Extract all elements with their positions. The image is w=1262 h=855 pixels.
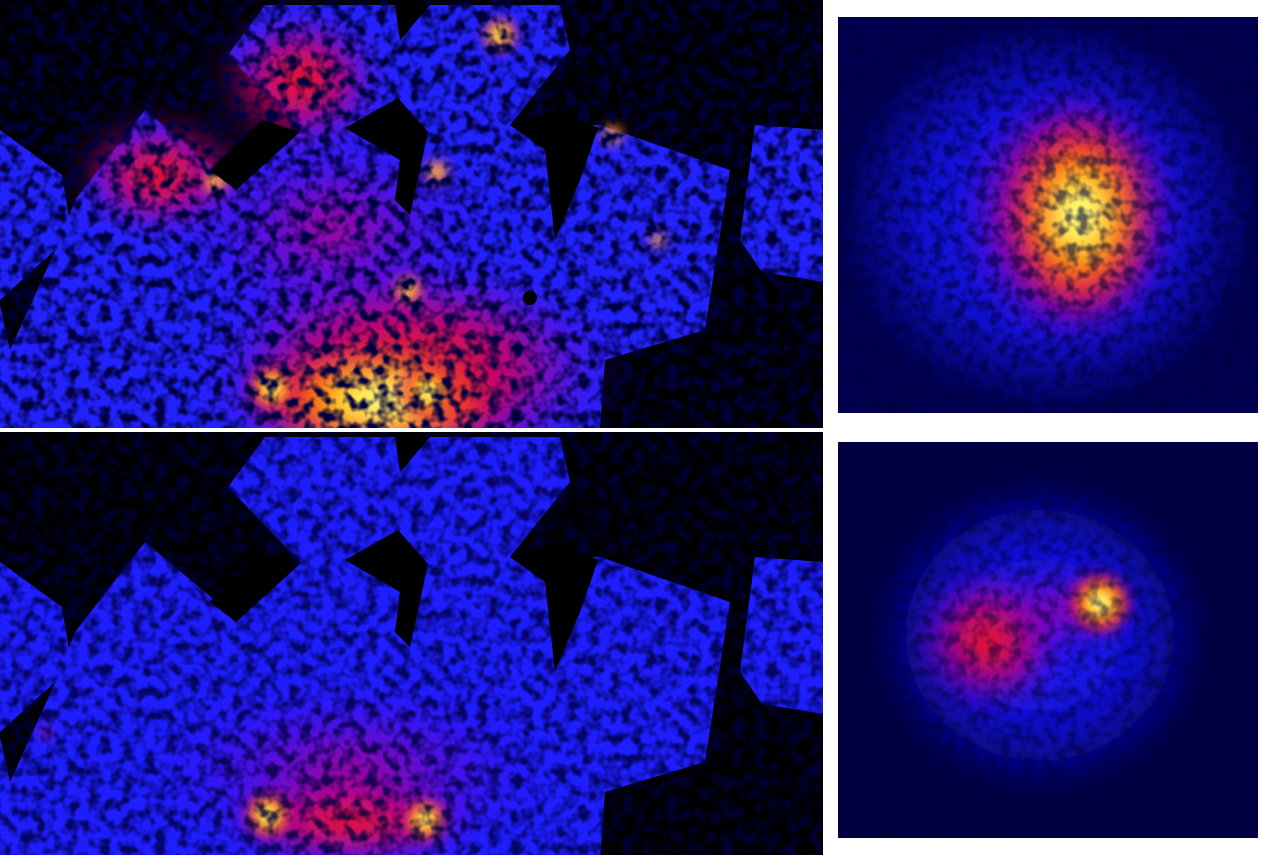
map-panel-top-left <box>0 0 823 428</box>
map-panel-bottom-right <box>838 442 1258 838</box>
noise-texture <box>0 0 823 428</box>
masked-source <box>523 291 537 305</box>
noise-texture <box>0 432 823 855</box>
map-panel-top-right <box>838 17 1258 413</box>
noise-texture <box>838 17 1258 413</box>
noise-texture <box>838 442 1258 838</box>
map-panel-bottom-left <box>0 432 823 855</box>
